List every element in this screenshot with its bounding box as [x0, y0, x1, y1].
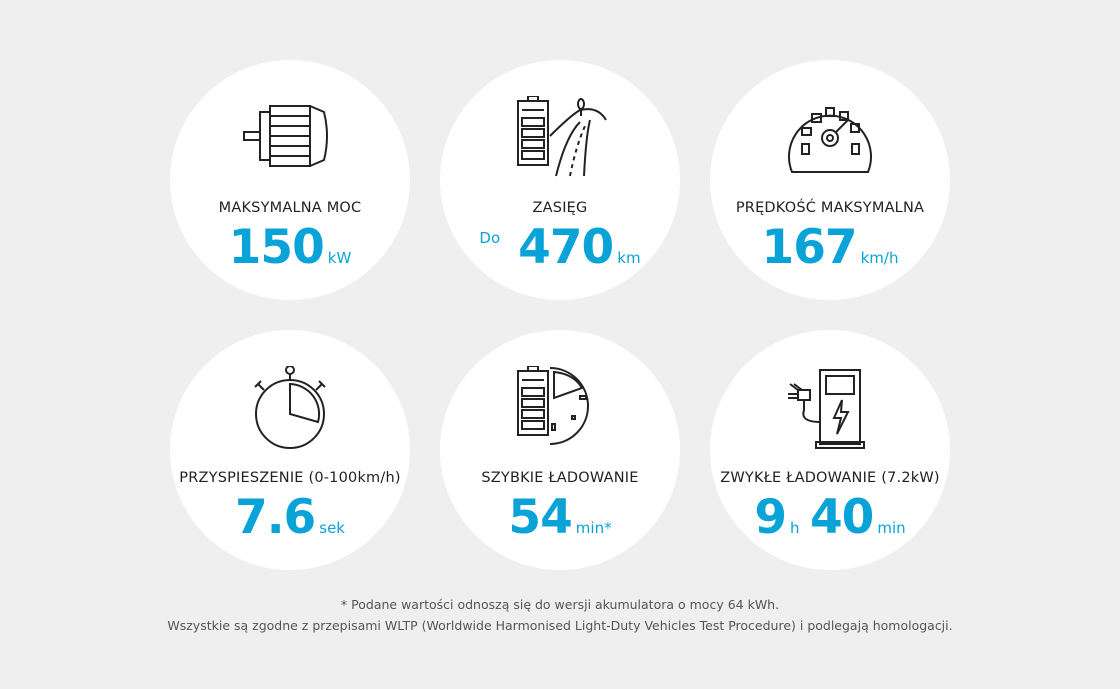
spec-unit: km: [617, 249, 641, 267]
spec-value: 167 km/h: [710, 220, 950, 275]
spec-unit: min*: [575, 519, 612, 537]
spec-unit: kW: [327, 249, 352, 267]
spec-label: PRĘDKOŚĆ MAKSYMALNA: [735, 200, 925, 216]
footnote-line-2: Wszystkie są zgodne z przepisami WLTP (W…: [167, 618, 953, 633]
spec-unit-hours: h: [790, 519, 800, 537]
spec-unit: sek: [319, 519, 345, 537]
spec-number-hours: 9: [754, 490, 787, 545]
speedometer-icon: [780, 96, 880, 180]
spec-value: 150 kW: [170, 220, 410, 275]
spec-label: ZWYKŁE ŁADOWANIE (7.2kW): [720, 470, 940, 486]
spec-unit-minutes: min: [877, 519, 906, 537]
battery-road-icon: [510, 96, 610, 180]
stopwatch-icon: [240, 366, 340, 450]
spec-number: 7.6: [235, 490, 316, 545]
spec-value: 54 min*: [440, 490, 680, 545]
spec-unit: km/h: [860, 249, 899, 267]
spec-fast-charging: SZYBKIE ŁADOWANIE 54 min*: [440, 330, 680, 570]
spec-acceleration: PRZYSPIESZENIE (0-100km/h) 7.6 sek: [170, 330, 410, 570]
spec-number: 167: [761, 220, 858, 275]
spec-label: PRZYSPIESZENIE (0-100km/h): [179, 470, 401, 486]
spec-number: 150: [228, 220, 325, 275]
spec-range: ZASIĘG Do 470 km: [440, 60, 680, 300]
spec-max-power: MAKSYMALNA MOC 150 kW: [170, 60, 410, 300]
charging-station-icon: [780, 366, 880, 450]
spec-number: 470: [518, 220, 614, 275]
battery-fast-charge-icon: [510, 366, 610, 450]
spec-number-minutes: 40: [809, 490, 874, 545]
spec-number: 54: [508, 490, 572, 545]
spec-label: SZYBKIE ŁADOWANIE: [481, 470, 639, 486]
electric-motor-icon: [240, 96, 340, 180]
spec-label: MAKSYMALNA MOC: [218, 200, 362, 216]
spec-label: ZASIĘG: [532, 200, 588, 216]
spec-prefix: Do: [479, 229, 501, 247]
spec-value: 7.6 sek: [170, 490, 410, 545]
footnote-line-1: * Podane wartości odnoszą się do wersji …: [340, 597, 780, 612]
spec-value: Do 470 km: [440, 220, 680, 275]
spec-top-speed: PRĘDKOŚĆ MAKSYMALNA 167 km/h: [710, 60, 950, 300]
